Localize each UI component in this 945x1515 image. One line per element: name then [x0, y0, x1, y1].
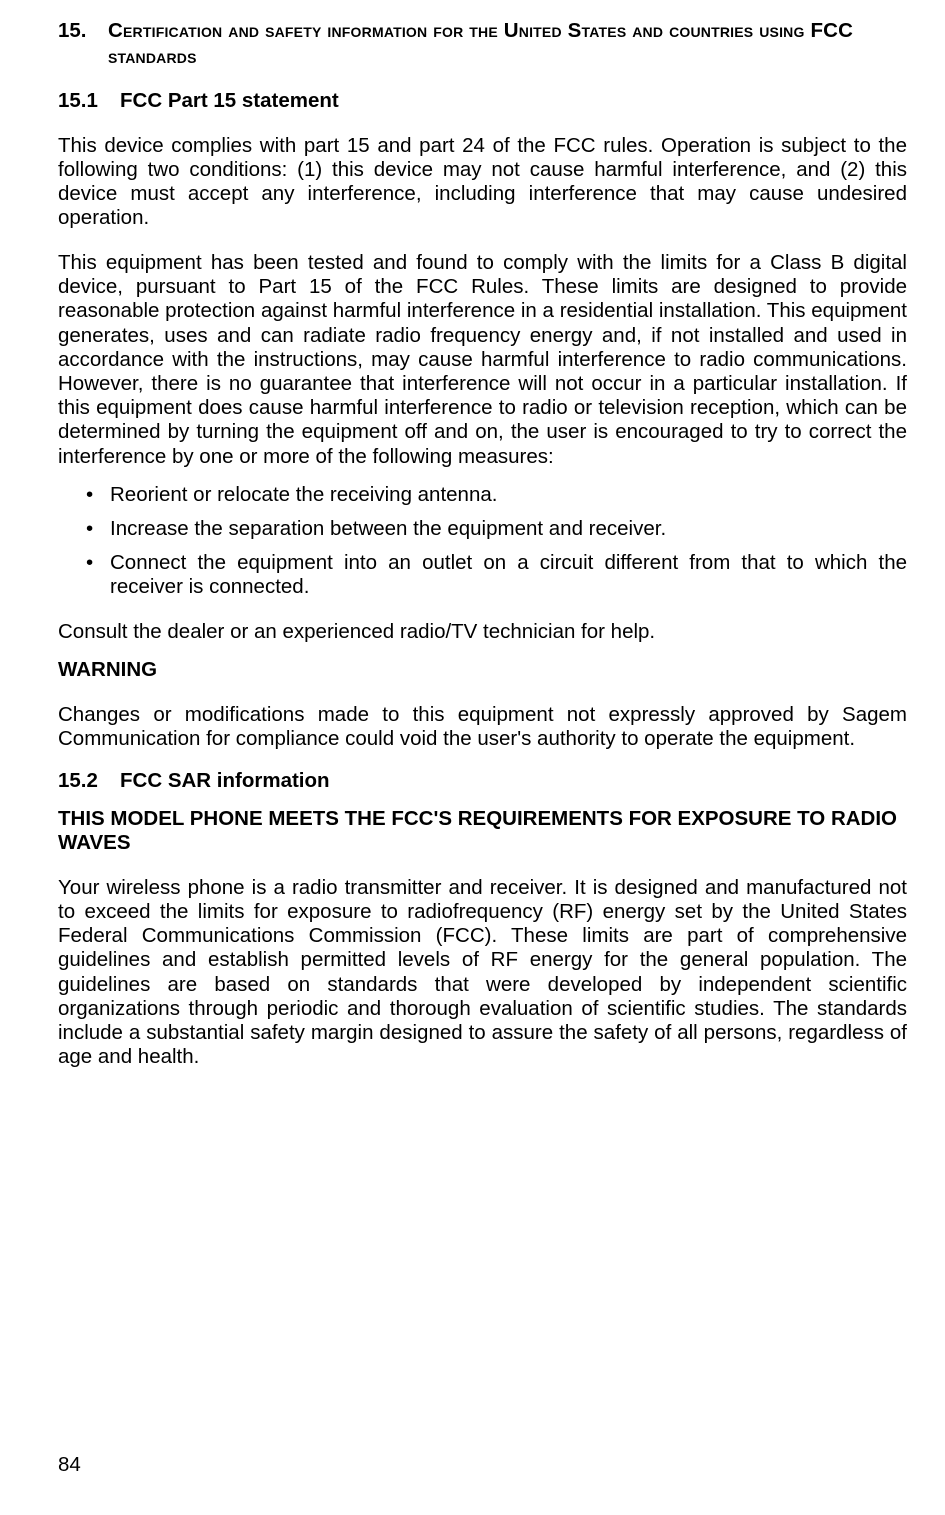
subsection-heading-15-2: 15.2 FCC SAR information: [58, 769, 907, 793]
warning-label: WARNING: [58, 658, 907, 682]
heading-text: Certification and safety information for…: [108, 18, 907, 69]
subsection-heading-15-1: 15.1 FCC Part 15 statement: [58, 89, 907, 113]
list-item: Connect the equipment into an outlet on …: [58, 551, 907, 599]
page-number: 84: [58, 1453, 81, 1477]
paragraph: This equipment has been tested and found…: [58, 251, 907, 469]
section-heading-15: 15. Certification and safety information…: [58, 18, 907, 69]
paragraph: Consult the dealer or an experienced rad…: [58, 620, 907, 644]
subheading-number: 15.2: [58, 769, 120, 793]
subheading-number: 15.1: [58, 89, 120, 113]
bold-subheading: THIS MODEL PHONE MEETS THE FCC'S REQUIRE…: [58, 807, 907, 855]
heading-number: 15.: [58, 18, 108, 44]
warning-paragraph: Changes or modifications made to this eq…: [58, 703, 907, 751]
bullet-list: Reorient or relocate the receiving anten…: [58, 483, 907, 600]
document-page: 15. Certification and safety information…: [0, 0, 945, 1515]
list-item: Reorient or relocate the receiving anten…: [58, 483, 907, 507]
subheading-text: FCC Part 15 statement: [120, 89, 339, 113]
paragraph: Your wireless phone is a radio transmitt…: [58, 876, 907, 1070]
list-item: Increase the separation between the equi…: [58, 517, 907, 541]
paragraph: This device complies with part 15 and pa…: [58, 134, 907, 231]
subheading-text: FCC SAR information: [120, 769, 330, 793]
